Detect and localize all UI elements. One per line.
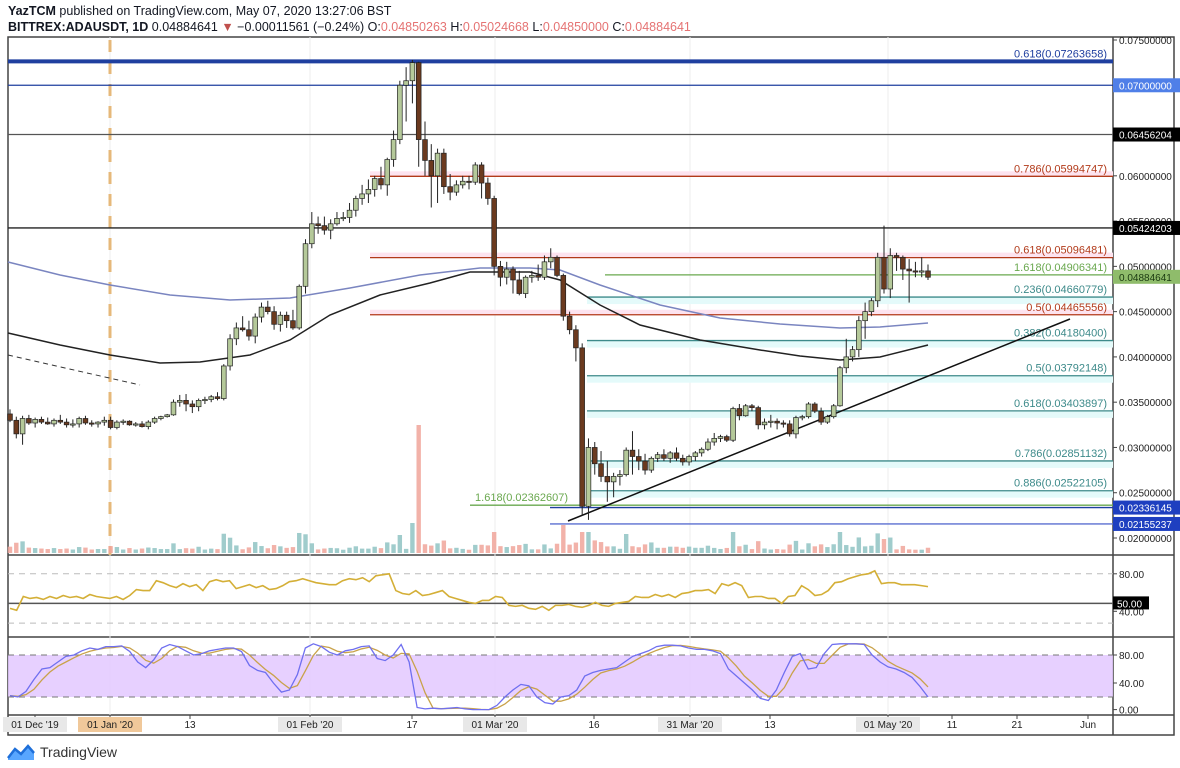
ma100-line [7,271,929,364]
open-value: 0.04850263 [380,20,447,34]
svg-text:0.00: 0.00 [1119,706,1139,717]
price-tag [1113,516,1180,531]
svg-text:0.02336145: 0.02336145 [1119,504,1172,515]
symbol-name: BITTREX:ADAUSDT, 1D [8,20,149,34]
ma200-line [7,261,929,329]
fibonacci-levels: 0.618(0.07263658) 0.786(0.05994747) 0.618(… [8,48,1113,525]
tradingview-logo-icon [7,744,35,760]
time-tick: 01 Dec '19 [11,720,59,731]
level-label: 0.786(0.05994747) [1014,163,1107,175]
publish-info: YazTCM published on TradingView.com, May… [8,4,391,18]
chart-frame [7,36,1175,736]
level-label: 0.382(0.04180400) [1014,328,1107,340]
svg-text:0.03000000: 0.03000000 [1119,443,1172,454]
stoch-d-line [9,643,929,711]
dashed-trendline[interactable] [7,354,141,386]
svg-text:0.06456204: 0.06456204 [1119,131,1172,142]
price-tag [1113,220,1180,235]
last-price: 0.04884641 [151,20,218,34]
svg-text:0.05424203: 0.05424203 [1119,224,1172,235]
price-chart[interactable]: 0.618(0.07263658) 0.786(0.05994747) 0.618(… [0,0,1180,740]
svg-text:40.00: 40.00 [1119,679,1144,690]
price-axis[interactable]: 0.075000000.070000000.065000000.06000000… [1113,36,1180,545]
svg-text:0.04500000: 0.04500000 [1119,308,1172,319]
time-tick: 13 [764,720,776,731]
svg-text:0.07000000: 0.07000000 [1119,81,1172,92]
svg-text:0.06000000: 0.06000000 [1119,172,1172,183]
stoch-rsi-pane[interactable]: 80.00 40.00 0.00 [8,643,1144,717]
symbol-info: BITTREX:ADAUSDT, 1D 0.04884641 ▼ −0.0001… [8,20,691,34]
svg-text:80.00: 80.00 [1119,570,1144,581]
svg-text:50.00: 50.00 [1117,599,1142,610]
svg-text:0.03500000: 0.03500000 [1119,398,1172,409]
price-change: −0.00011561 (−0.24%) [237,20,365,34]
svg-text:0.02155237: 0.02155237 [1119,520,1172,531]
time-tick: 31 Mar '20 [667,720,714,731]
time-axis[interactable]: 01 Dec '19 01 Jan '20 13 01 Feb '20 17 01 Mar… [3,715,1096,732]
time-tick: 01 Mar '20 [472,720,519,731]
level-label: 0.618(0.07263658) [1014,48,1107,60]
tradingview-logo[interactable]: TradingView [6,742,117,762]
level-label: 0.886(0.02522105) [1014,478,1107,490]
close-value: 0.04884641 [624,20,691,34]
price-tag [1113,500,1180,515]
level-label: 0.236(0.04660779) [1014,284,1107,296]
level-label: 0.618(0.03403897) [1014,398,1107,410]
svg-text:0.04000000: 0.04000000 [1119,353,1172,364]
time-tick: 11 [947,720,958,731]
svg-text:0.05000000: 0.05000000 [1119,262,1172,273]
brand-name: TradingView [40,744,118,760]
level-label: 0.5(0.03792148) [1026,363,1107,375]
level-label: 1.618(0.02362607) [475,492,568,504]
low-value: 0.04850000 [542,20,609,34]
stoch-k-line [9,643,929,711]
price-tag [1113,269,1180,284]
time-tick: 17 [406,720,418,731]
svg-text:0.02500000: 0.02500000 [1119,489,1172,500]
svg-text:0.04884641: 0.04884641 [1119,273,1172,284]
time-tick: 16 [588,720,600,731]
svg-text:0.07500000: 0.07500000 [1119,36,1172,47]
time-tick: 13 [184,720,196,731]
time-tick: 01 May '20 [864,720,913,731]
price-tag [1113,78,1180,93]
published-text: published on TradingView.com, May 07, 20… [59,4,392,18]
svg-text:40.00: 40.00 [1119,607,1144,618]
time-tick: 01 Feb '20 [287,720,334,731]
time-tick: Jun [1080,720,1096,731]
svg-text:80.00: 80.00 [1119,651,1144,662]
rsi-line [9,569,929,612]
time-tick: 01 Jan '20 [87,720,133,731]
change-arrow-icon: ▼ [221,20,234,34]
level-label: 1.618(0.04906341) [1014,262,1107,274]
level-label: 0.618(0.05096481) [1014,245,1107,257]
level-label: 0.5(0.04465556) [1026,302,1107,314]
volume-bars [7,425,931,553]
candlesticks [7,59,931,520]
price-tag [1113,127,1180,142]
svg-text:0.02000000: 0.02000000 [1119,534,1172,545]
author: YazTCM [8,4,56,18]
level-label: 0.786(0.02851132) [1015,448,1107,460]
high-value: 0.05024668 [462,20,529,34]
time-tick: 21 [1011,720,1023,731]
